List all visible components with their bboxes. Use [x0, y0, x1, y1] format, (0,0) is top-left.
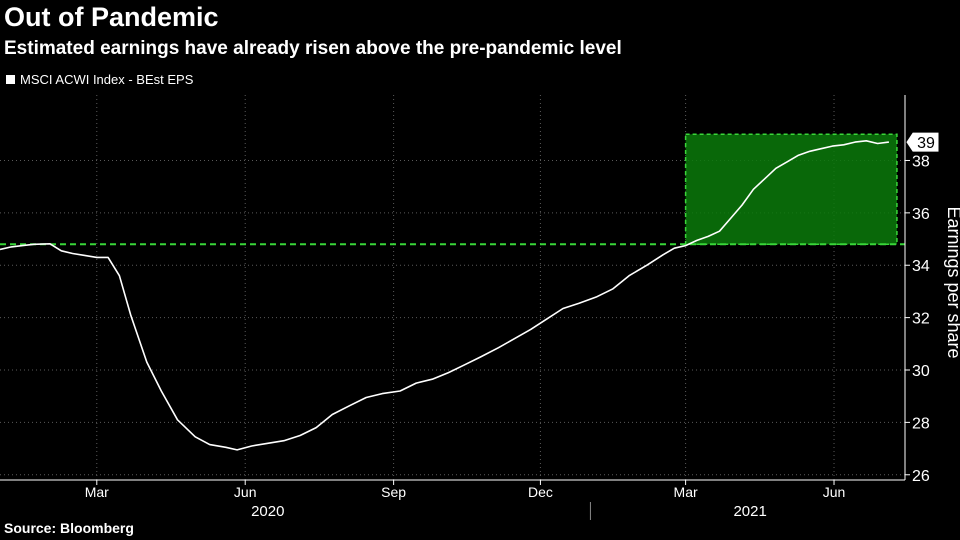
- y-tick-label: 36: [912, 206, 930, 223]
- year-label: 2020: [251, 503, 284, 520]
- x-tick-label: Jun: [823, 484, 846, 500]
- series-layer: [0, 140, 889, 451]
- x-tick-label: Dec: [528, 484, 553, 500]
- axis-labels: 26 28 30 32 34 36 38 Mar Jun Sep Dec Mar Jun 2020 2021…: [85, 132, 960, 520]
- y-tick-label: 38: [912, 153, 930, 170]
- y-tick-label: 26: [912, 468, 930, 485]
- last-value-label: 39: [917, 135, 935, 152]
- x-tick-label: Sep: [381, 484, 406, 500]
- chart-subtitle: Estimated earnings have already risen ab…: [4, 38, 622, 59]
- chart-title: Out of Pandemic: [4, 2, 219, 32]
- y-tick-label: 30: [912, 363, 930, 380]
- series-line: [0, 140, 889, 451]
- x-tick-label: Jun: [234, 484, 257, 500]
- y-axis-title: Earnings per share: [944, 206, 960, 358]
- x-tick-label: Mar: [85, 484, 109, 500]
- axes: [0, 95, 910, 520]
- y-tick-label: 34: [912, 258, 930, 275]
- y-tick-label: 32: [912, 311, 930, 328]
- x-tick-label: Mar: [674, 484, 698, 500]
- last-value-flag: [906, 132, 939, 152]
- legend-label: MSCI ACWI Index - BEst EPS: [20, 72, 194, 87]
- legend: MSCI ACWI Index - BEst EPS: [6, 72, 193, 87]
- highlight-box-layer: [684, 133, 898, 246]
- source-note: Source: Bloomberg: [4, 520, 134, 536]
- y-tick-label: 28: [912, 415, 930, 432]
- grid-lines: [0, 95, 905, 480]
- highlight-box: [684, 133, 898, 246]
- legend-swatch: [6, 75, 15, 84]
- year-label: 2021: [733, 503, 766, 520]
